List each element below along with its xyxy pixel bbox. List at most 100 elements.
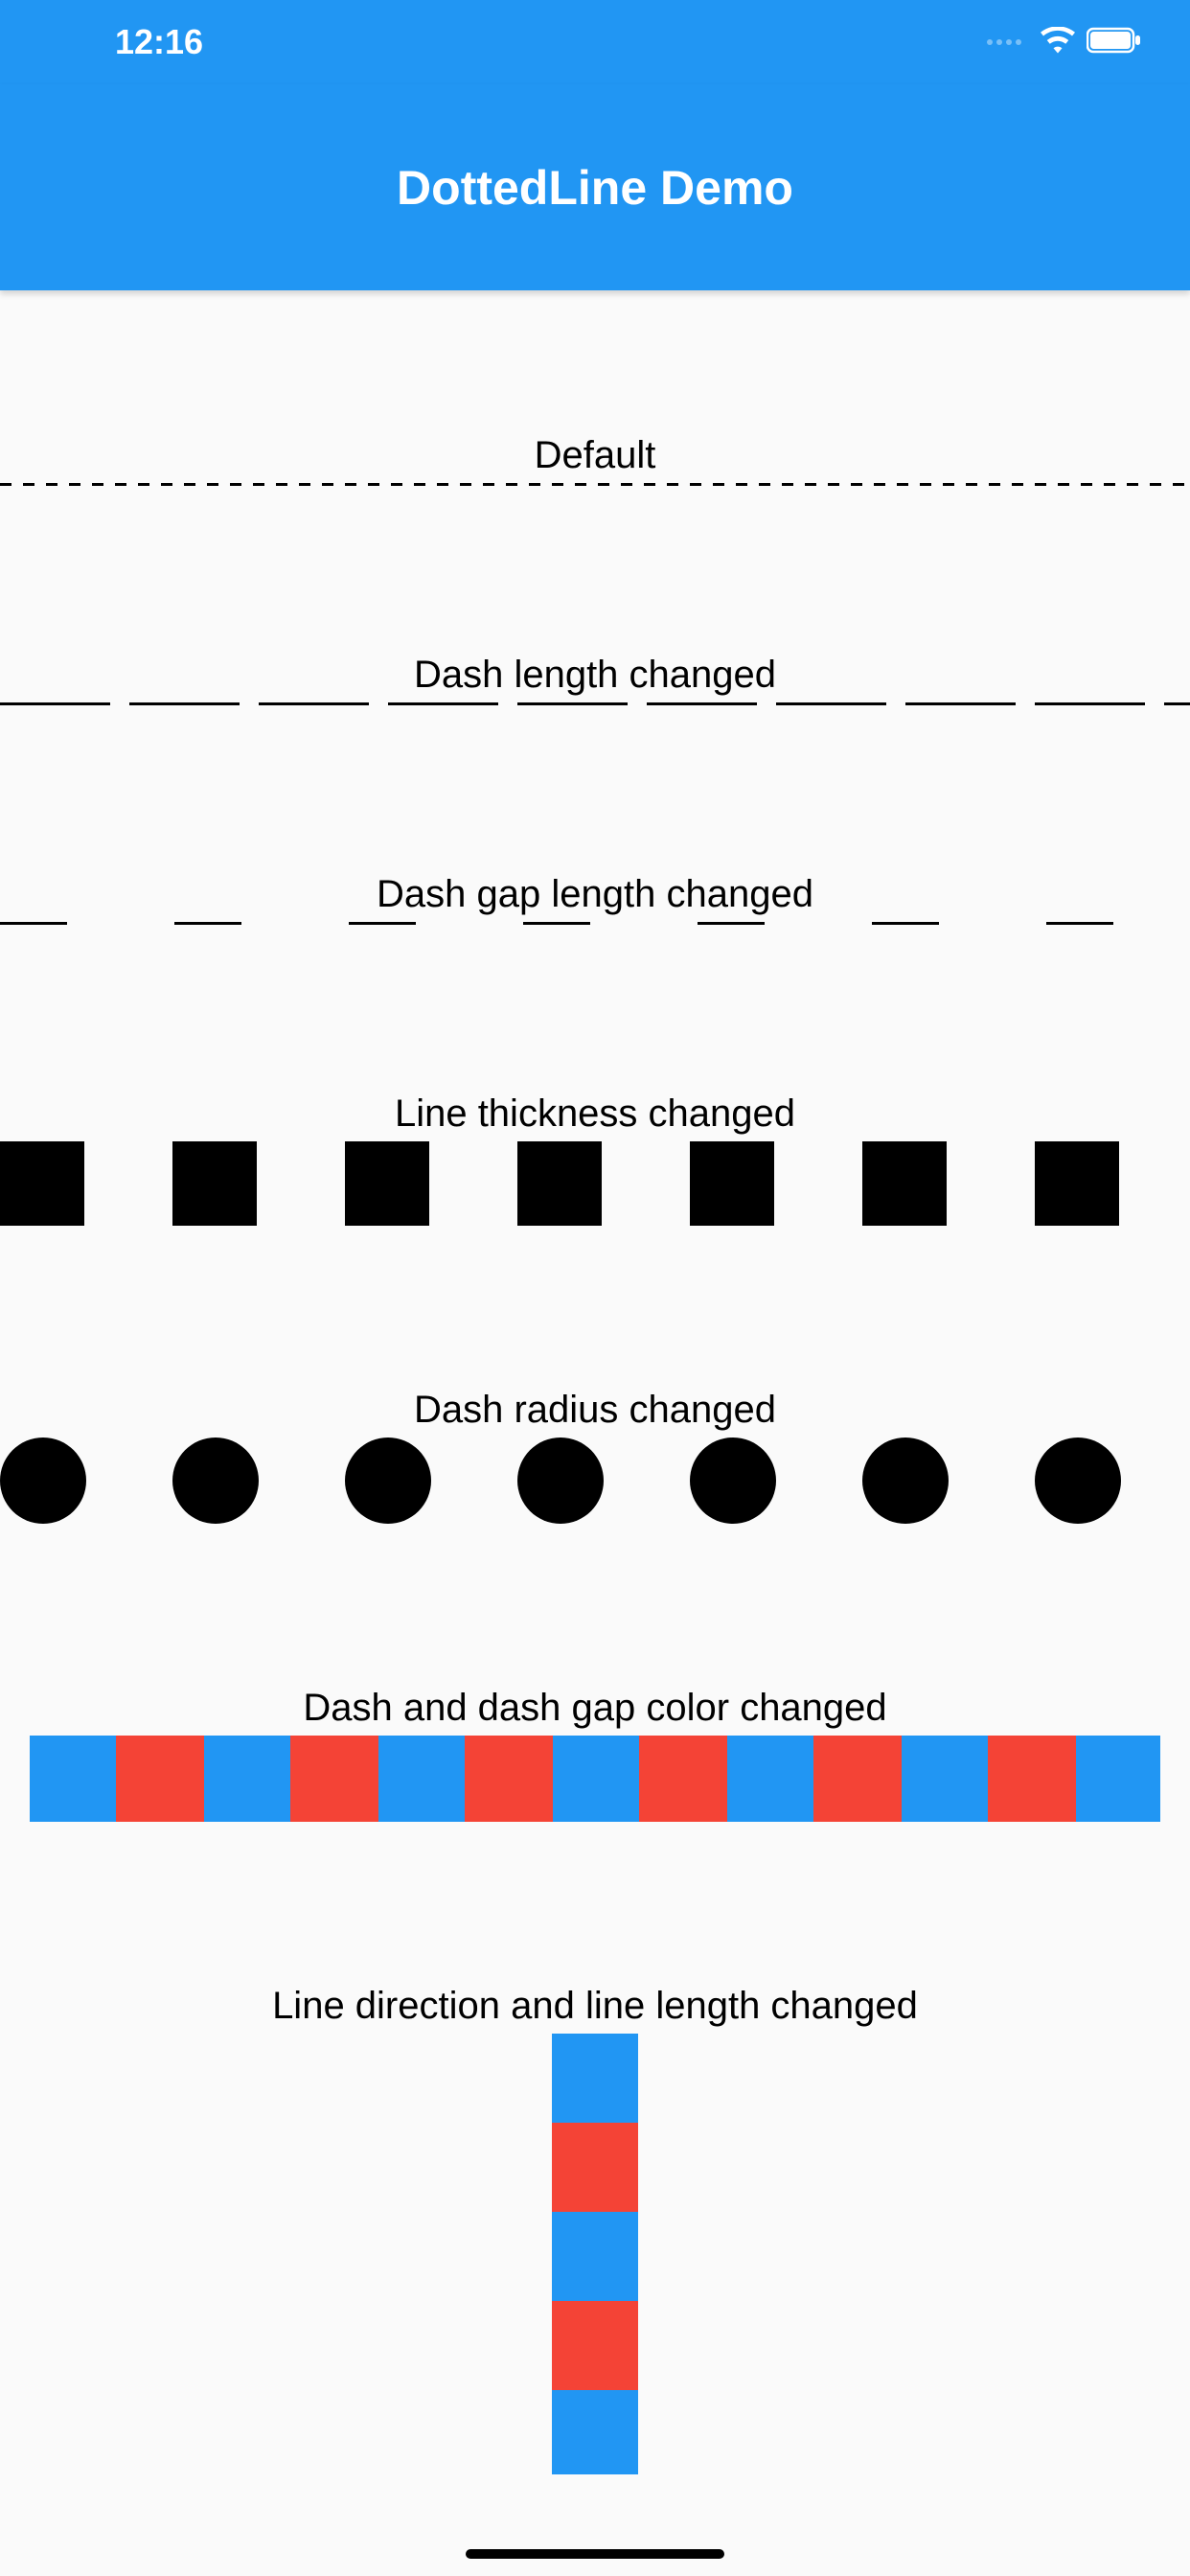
- dash: [552, 483, 563, 486]
- dash-gap: [816, 483, 828, 486]
- example-label: Line direction and line length changed: [0, 1985, 1190, 2028]
- dash: [698, 922, 765, 925]
- dash-gap: [724, 483, 736, 486]
- dash-gap: [1138, 483, 1150, 486]
- dash: [172, 1438, 259, 1524]
- wifi-icon: [1041, 27, 1075, 58]
- dash: [1035, 1438, 1121, 1524]
- dashed-line-dash-length: [0, 702, 1190, 705]
- example-label: Line thickness changed: [0, 1092, 1190, 1136]
- dash: [1058, 483, 1069, 486]
- dash: [172, 1141, 257, 1226]
- dash-gap: [886, 702, 905, 705]
- dash: [230, 483, 241, 486]
- dash-gap: [1161, 483, 1173, 486]
- status-icons: [987, 27, 1142, 58]
- dash: [690, 483, 701, 486]
- dash: [851, 483, 862, 486]
- dash-gap: [369, 702, 388, 705]
- dash-gap: [287, 483, 299, 486]
- dash-gap: [310, 483, 322, 486]
- dash: [552, 2390, 638, 2474]
- dash-gap: [149, 483, 161, 486]
- example-dash-gap: Dash gap length changed: [0, 873, 1190, 925]
- app-bar: DottedLine Demo: [0, 84, 1190, 290]
- dash-gap: [84, 1141, 172, 1226]
- dash-gap: [977, 483, 989, 486]
- dash-gap: [774, 1141, 862, 1226]
- dash: [207, 483, 218, 486]
- dash-gap: [1000, 483, 1012, 486]
- dash: [667, 483, 678, 486]
- dash: [966, 483, 977, 486]
- dash-gap: [678, 483, 690, 486]
- dash: [0, 922, 67, 925]
- dash: [517, 702, 628, 705]
- dash: [1035, 1141, 1119, 1226]
- dash-gap: [949, 1438, 1035, 1524]
- dash: [0, 1141, 84, 1226]
- dash-gap: [240, 702, 259, 705]
- dash: [129, 702, 240, 705]
- dash: [647, 702, 757, 705]
- status-bar: 12:16: [0, 0, 1190, 84]
- dash: [1173, 483, 1184, 486]
- dash: [828, 483, 839, 486]
- dash: [46, 483, 57, 486]
- content: DefaultDash length changedDash gap lengt…: [0, 290, 1190, 2474]
- signal-dots-icon: [987, 39, 1021, 45]
- dash-gap: [429, 1141, 517, 1226]
- dash-gap: [1113, 922, 1190, 925]
- dash: [460, 483, 471, 486]
- dash-gap: [290, 1736, 378, 1822]
- dash: [345, 483, 356, 486]
- example-label: Dash radius changed: [0, 1389, 1190, 1432]
- dash-gap: [776, 1438, 862, 1524]
- dash: [23, 483, 34, 486]
- dash-gap: [67, 922, 174, 925]
- dash-gap: [402, 483, 414, 486]
- dash: [943, 483, 954, 486]
- app-bar-title: DottedLine Demo: [397, 160, 793, 216]
- dash-gap: [218, 483, 230, 486]
- dash-gap: [195, 483, 207, 486]
- dash-gap: [908, 483, 920, 486]
- dash-gap: [552, 2301, 638, 2390]
- dash: [69, 483, 80, 486]
- example-label: Dash and dash gap color changed: [0, 1687, 1190, 1730]
- dash-gap: [639, 1736, 727, 1822]
- dash: [1127, 483, 1138, 486]
- dash-gap: [517, 483, 529, 486]
- dash-gap: [609, 483, 621, 486]
- dash: [276, 483, 287, 486]
- dash: [414, 483, 425, 486]
- dash-gap: [241, 922, 349, 925]
- dash-gap: [839, 483, 851, 486]
- example-label: Dash gap length changed: [0, 873, 1190, 916]
- example-direction: Line direction and line length changed: [0, 1985, 1190, 2474]
- dash-gap: [494, 483, 506, 486]
- dash-gap: [241, 483, 253, 486]
- spacer: [0, 1226, 1190, 1389]
- dash: [862, 1141, 947, 1226]
- example-dash-length: Dash length changed: [0, 654, 1190, 705]
- dash: [1081, 483, 1092, 486]
- spacer: [0, 705, 1190, 873]
- dash: [174, 922, 241, 925]
- dash-gap: [471, 483, 483, 486]
- dash: [0, 702, 110, 705]
- dash: [368, 483, 379, 486]
- dash: [989, 483, 1000, 486]
- dashed-line-color: [30, 1736, 1160, 1822]
- dash: [690, 1141, 774, 1226]
- dash: [437, 483, 448, 486]
- dash: [552, 2034, 638, 2123]
- dash: [253, 483, 264, 486]
- dash-gap: [356, 483, 368, 486]
- dashed-line-direction: [552, 2034, 638, 2474]
- dash-gap: [425, 483, 437, 486]
- home-indicator: [466, 2549, 724, 2559]
- dash-gap: [765, 922, 872, 925]
- dash-gap: [1046, 483, 1058, 486]
- dash: [874, 483, 885, 486]
